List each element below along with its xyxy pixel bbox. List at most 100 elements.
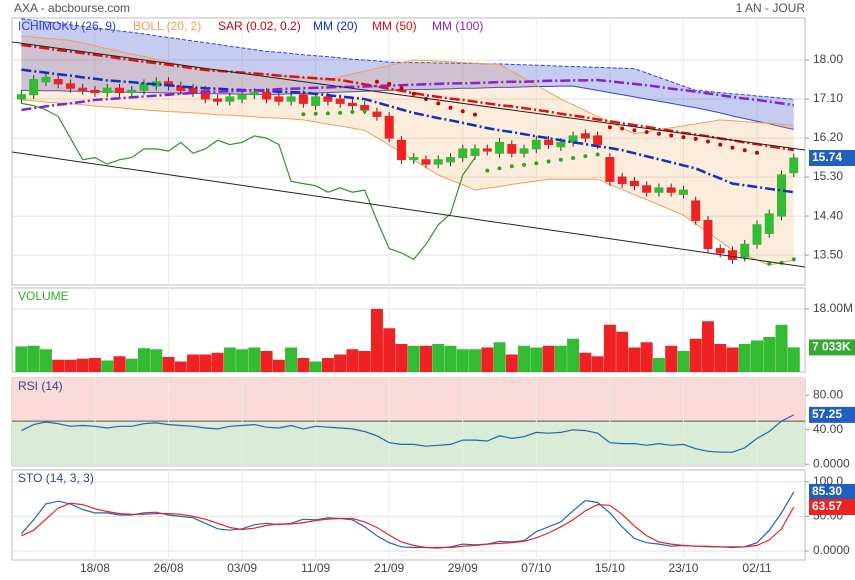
ichimoku-span-a <box>21 18 794 100</box>
volume-bar <box>309 361 322 372</box>
candle-body <box>139 83 149 91</box>
current-value-box <box>809 498 855 515</box>
volume-bar <box>493 342 506 372</box>
volume-bar <box>395 344 408 372</box>
volume-bar <box>542 345 555 372</box>
candle-body <box>200 89 210 100</box>
candle-body <box>396 139 406 161</box>
candle-body <box>727 250 737 260</box>
volume-bar <box>419 345 432 372</box>
bollinger-lower <box>21 99 794 266</box>
y-tick-label: 13.50 <box>813 247 843 261</box>
sar-dot <box>473 112 478 117</box>
current-value-label: 15.74 <box>812 150 842 164</box>
volume-bar <box>150 349 163 372</box>
candle-body <box>617 176 627 185</box>
candle-body <box>556 141 566 148</box>
x-tick-label: 26/08 <box>154 561 184 575</box>
x-tick-label: 18/08 <box>80 561 110 575</box>
volume-bar <box>334 354 347 372</box>
candle-body <box>176 85 186 91</box>
volume-bar <box>432 344 445 372</box>
candle-body <box>507 144 517 154</box>
volume-bar <box>751 340 763 372</box>
candle-body <box>568 135 578 143</box>
sar-dot <box>632 128 637 133</box>
y-tick-label: 14.40 <box>813 208 843 222</box>
volume-bar <box>763 337 776 372</box>
current-value-box <box>809 483 855 500</box>
ichimoku-cloud <box>21 18 794 130</box>
current-value-box <box>809 150 855 167</box>
candle-body <box>286 96 296 102</box>
volume-bar <box>321 358 334 372</box>
candle-body <box>544 139 554 146</box>
volume-bar <box>370 309 383 372</box>
sto-panel <box>11 469 806 561</box>
legend-entry: MM (20) <box>313 19 358 33</box>
indicator-line <box>21 414 795 453</box>
volume-bar <box>603 324 616 372</box>
volume-bar <box>530 347 543 372</box>
sar-dot <box>583 154 588 159</box>
candle-body <box>347 102 357 107</box>
candle-body <box>691 200 701 221</box>
candle-body <box>53 79 63 85</box>
volume-bar <box>15 346 28 372</box>
moving-average <box>21 68 794 194</box>
volume-bar <box>223 347 236 372</box>
candle-body <box>678 189 688 195</box>
volume-bar <box>689 338 702 372</box>
trend-line <box>11 41 806 151</box>
sar-dot <box>705 139 710 144</box>
candle-body <box>446 157 455 163</box>
x-tick-label: 23/10 <box>668 561 698 575</box>
candle-body <box>752 224 762 245</box>
volume-bar <box>64 359 77 372</box>
trend-line <box>11 151 806 268</box>
volume-bar <box>444 345 457 372</box>
volume-bar <box>211 352 224 372</box>
moving-average <box>21 78 794 112</box>
moving-average <box>21 43 795 152</box>
volume-bar <box>652 358 665 372</box>
volume-bar <box>138 348 150 372</box>
candle-body <box>41 76 51 83</box>
candle-body <box>114 87 124 94</box>
sar-dot <box>313 111 318 116</box>
sar-dot <box>325 111 330 116</box>
candle-body <box>642 185 652 193</box>
sar-dot <box>558 157 563 162</box>
x-tick-label: 07/10 <box>521 561 551 575</box>
candle-body <box>666 187 676 193</box>
sar-dot <box>436 101 441 106</box>
page-title: AXA - abcbourse.com <box>14 1 130 15</box>
y-tick-label: 16.20 <box>813 130 843 144</box>
legend-entry: SAR (0.02, 0.2) <box>218 19 301 33</box>
sar-dot <box>681 135 686 140</box>
legend-entry: MM (50) <box>372 19 417 33</box>
ichimoku-span-b <box>21 85 794 130</box>
sar-dot <box>755 150 759 155</box>
panel-title: VOLUME <box>18 289 69 303</box>
candle-body <box>311 96 321 107</box>
candle-body <box>458 148 468 159</box>
volume-bar <box>76 358 89 372</box>
current-value-label: 57.25 <box>812 407 842 421</box>
sar-dot <box>656 131 661 136</box>
volume-bar <box>260 351 273 372</box>
current-value-box <box>809 406 855 423</box>
x-tick-label: 21/09 <box>374 561 404 575</box>
indicator-line <box>21 502 795 549</box>
sar-dot <box>374 79 379 84</box>
volume-bar <box>616 331 629 372</box>
volume-bar <box>88 358 101 372</box>
candle-body <box>127 89 137 94</box>
sar-dot <box>460 109 465 114</box>
volume-bar <box>677 351 690 372</box>
volume-bar <box>738 344 751 372</box>
sar-dot <box>607 125 612 130</box>
x-tick-label: 29/09 <box>448 561 478 575</box>
sar-dot <box>742 148 747 153</box>
candle-body <box>16 94 26 100</box>
